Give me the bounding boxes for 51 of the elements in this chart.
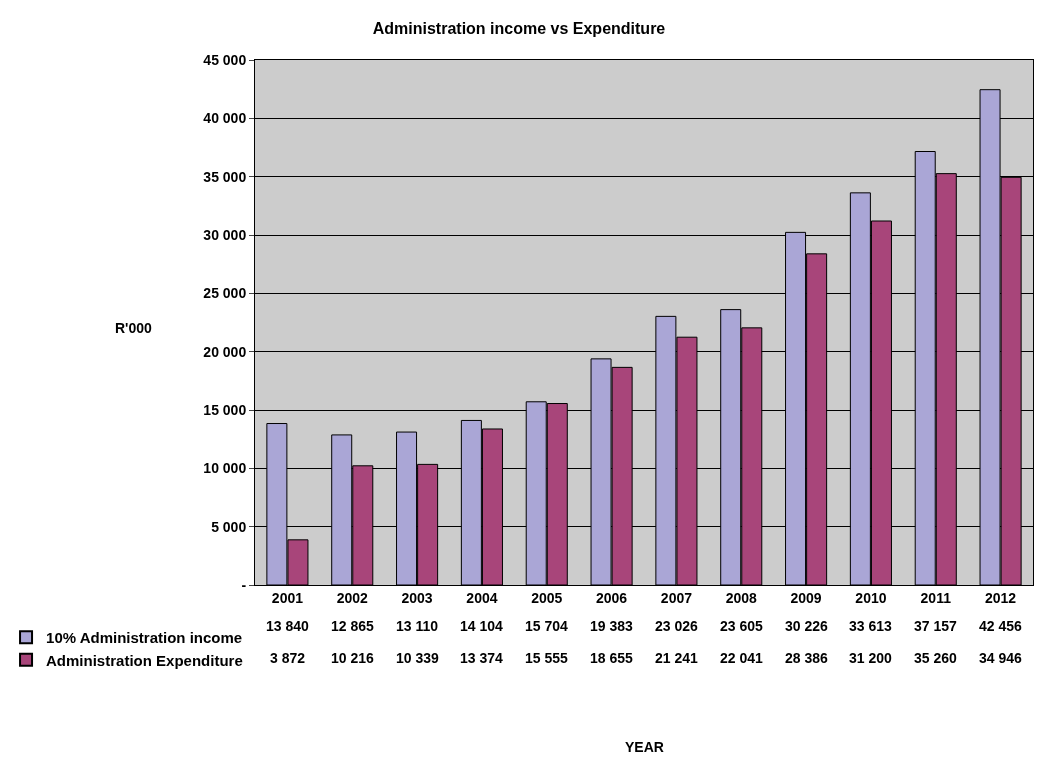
y-tick-label: 25 000 [203,285,247,302]
x-tick-label: 2010 [855,589,887,606]
x-tick-label: 2008 [725,589,758,606]
x-tick-label: 2004 [466,589,498,606]
data-label: 15 555 [525,650,569,666]
data-label: 3 872 [270,650,306,666]
x-tick-label: 2007 [660,589,693,606]
data-label: 13 374 [460,650,504,666]
data-label: 35 260 [914,650,958,666]
data-label: 21 241 [655,650,699,666]
data-label: 23 026 [655,618,699,634]
y-tick-label: 5 000 [211,518,247,535]
data-label: 28 386 [785,650,829,666]
text: YEAR [625,739,664,755]
x-tick-label: 2001 [271,589,304,606]
x-tick-label: 2003 [401,589,433,606]
data-label: 15 704 [525,618,569,634]
data-label: 13 840 [266,618,310,634]
x-tick-label: 2011 [920,589,952,606]
x-tick-label: 2002 [336,589,369,606]
data-label: 14 104 [460,618,504,634]
data-label: 34 946 [979,650,1023,666]
data-label: 13 110 [396,618,439,634]
data-label: 12 865 [331,618,375,634]
y-tick-label: - [241,576,247,593]
data-label: 42 456 [979,618,1023,634]
x-tick-label: 2006 [596,589,628,606]
y-tick-label: 30 000 [203,226,247,243]
y-axis-title: R'000 [115,320,153,336]
y-tick-label: 35 000 [203,168,247,185]
chart-title: Administration income vs Expenditure [372,20,666,38]
legend-label: Administration Expenditure [46,651,243,669]
y-tick-label: 15 000 [203,401,247,418]
data-label: 10 216 [331,650,375,666]
data-label: 18 655 [590,650,634,666]
data-label: 30 226 [785,618,829,634]
data-label: 23 605 [720,618,764,634]
y-tick-label: 45 000 [203,51,247,68]
y-tick-label: 20 000 [203,343,247,360]
y-tick-label: 40 000 [203,110,247,127]
x-tick-label: 2005 [531,589,563,606]
x-tick-label: 2009 [790,589,822,606]
data-label: 31 200 [849,650,893,666]
data-label: 10 339 [396,650,440,666]
data-label: 33 613 [849,618,893,634]
y-tick-label: 10 000 [203,460,247,477]
x-tick-label: 2012 [985,589,1017,606]
data-label: 37 157 [914,618,958,634]
data-label: 22 041 [720,650,764,666]
legend-label: 10% Administration income [46,629,243,647]
data-label: 19 383 [590,618,634,634]
